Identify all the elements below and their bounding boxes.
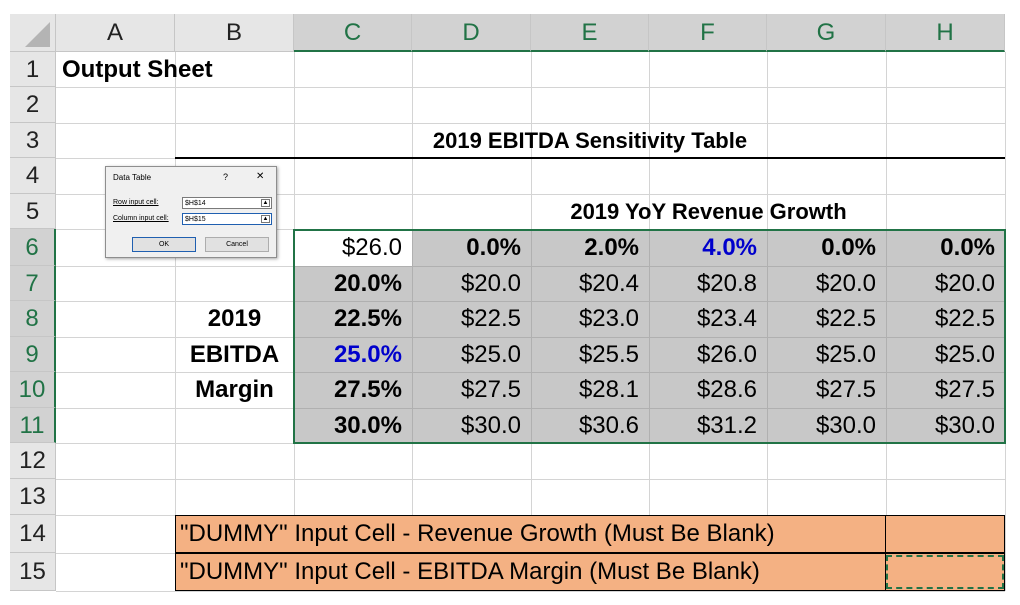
select-all-triangle-icon [25,22,50,47]
result-cell[interactable]: $25.0 [934,340,995,368]
row-header-12[interactable]: 12 [10,443,56,479]
result-cell[interactable]: $22.5 [934,305,995,332]
cell-table-title[interactable]: 2019 EBITDA Sensitivity Table [432,127,748,153]
column-header-a[interactable]: A [56,14,175,52]
row-header-1[interactable]: 1 [10,52,56,87]
result-cell[interactable]: $30.0 [460,411,521,439]
column-header-c[interactable]: C [294,14,412,52]
cancel-button[interactable]: Cancel [205,237,269,252]
selection-range-border [293,229,1006,444]
row-header-14[interactable]: 14 [10,515,56,553]
cell-h6-growth[interactable]: 0.0% [940,233,995,261]
row-header-4[interactable]: 4 [10,158,56,194]
row-header-7[interactable]: 7 [10,266,56,301]
cell-b8-label[interactable]: 2019 [207,305,262,332]
cell-c9-margin[interactable]: 25.0% [333,340,402,368]
column-header-h[interactable]: H [886,14,1005,52]
select-all-corner[interactable] [10,14,56,52]
cell-c11-margin[interactable]: 30.0% [333,411,402,439]
result-cell[interactable]: $30.0 [815,411,876,439]
collapse-dialog-icon[interactable]: ▲ [261,199,270,207]
cell-f6-growth[interactable]: 4.0% [702,233,757,261]
cell-g6-growth[interactable]: 0.0% [821,233,876,261]
result-cell[interactable]: $23.4 [696,305,757,332]
column-header-f[interactable]: F [649,14,767,52]
result-cell[interactable]: $30.6 [578,411,639,439]
cell-b10-label[interactable]: Margin [195,376,274,403]
cell-d6-growth[interactable]: 0.0% [466,233,521,261]
result-cell[interactable]: $25.5 [578,340,639,368]
column-input-value: $H$15 [185,216,206,223]
result-cell[interactable]: $22.5 [460,305,521,332]
cell-c7-margin[interactable]: 20.0% [333,269,402,297]
row-header-3[interactable]: 3 [10,123,56,158]
result-cell[interactable]: $31.2 [696,411,757,439]
copy-marquee-h15[interactable] [886,555,1004,589]
row-header-8[interactable]: 8 [10,301,56,337]
cell-c6-corner-value[interactable]: $26.0 [341,233,402,261]
result-cell[interactable]: $27.5 [934,376,995,403]
result-cell[interactable]: $23.0 [578,305,639,332]
column-header-b[interactable]: B [175,14,294,52]
row-header-5[interactable]: 5 [10,194,56,229]
data-table-dialog: Data Table ? ✕ Row input cell: $H$14 ▲ C… [105,166,277,258]
result-cell[interactable]: $30.0 [934,411,995,439]
result-cell[interactable]: $20.0 [815,269,876,297]
dummy-row-14-fill [175,515,1005,553]
dummy-row-15-fill [175,553,1005,591]
cell-h14-input[interactable] [886,515,1005,553]
result-cell[interactable]: $20.0 [934,269,995,297]
result-cell[interactable]: $22.5 [815,305,876,332]
cell-growth-header[interactable]: 2019 YoY Revenue Growth [570,198,847,224]
cell-c8-margin[interactable]: 22.5% [333,305,402,332]
row-input-label: Row input cell: [113,199,159,206]
row-header-6[interactable]: 6 [10,229,56,266]
dummy-divider-14 [885,515,886,553]
result-cell[interactable]: $25.0 [460,340,521,368]
result-cell[interactable]: $27.5 [815,376,876,403]
cell-a1-output-title[interactable]: Output Sheet [62,55,213,83]
result-cell[interactable]: $25.0 [815,340,876,368]
cell-e6-growth[interactable]: 2.0% [584,233,639,261]
row-header-9[interactable]: 9 [10,337,56,372]
gray-fill-header-row [412,230,1005,266]
row-header-13[interactable]: 13 [10,479,56,515]
close-icon[interactable]: ✕ [256,171,265,182]
row-header-15[interactable]: 15 [10,553,56,591]
dummy-divider-15 [885,553,886,591]
row-header-10[interactable]: 10 [10,372,56,408]
table-title-underline [175,157,1005,159]
row-header-2[interactable]: 2 [10,87,56,123]
column-header-d[interactable]: D [412,14,531,52]
ok-button[interactable]: OK [132,237,196,252]
cell-c10-margin[interactable]: 27.5% [333,376,402,403]
column-header-e[interactable]: E [531,14,649,52]
result-cell[interactable]: $27.5 [460,376,521,403]
column-input-field[interactable]: $H$15 ▲ [182,213,272,225]
result-cell[interactable]: $28.6 [696,376,757,403]
row-input-field[interactable]: $H$14 ▲ [182,197,272,209]
help-button[interactable]: ? [223,172,229,182]
result-cell[interactable]: $20.4 [578,269,639,297]
cell-b15-dummy-margin[interactable]: "DUMMY" Input Cell - EBITDA Margin (Must… [180,558,760,585]
result-cell[interactable]: $20.8 [696,269,757,297]
row-header-11[interactable]: 11 [10,408,56,443]
collapse-dialog-icon[interactable]: ▲ [261,215,270,223]
column-header-g[interactable]: G [767,14,886,52]
result-cell[interactable]: $28.1 [578,376,639,403]
dialog-title: Data Table [113,173,152,182]
cell-b14-dummy-growth[interactable]: "DUMMY" Input Cell - Revenue Growth (Mus… [180,520,775,547]
result-cell[interactable]: $26.0 [696,340,757,368]
result-cell[interactable]: $20.0 [460,269,521,297]
cell-b9-label[interactable]: EBITDA [189,340,280,368]
column-input-label: Column input cell: [113,215,169,222]
row-input-value: $H$14 [185,200,206,207]
